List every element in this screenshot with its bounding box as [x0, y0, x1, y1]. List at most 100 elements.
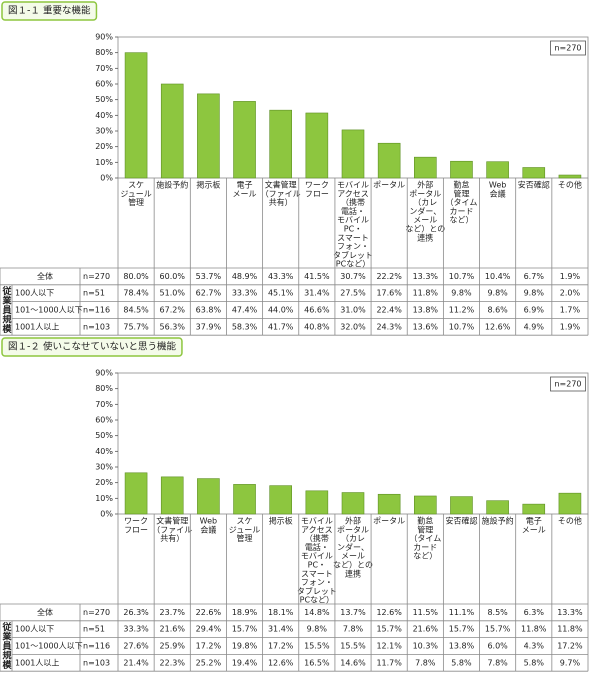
category-label: 掲示板 — [196, 180, 220, 190]
category-label: モバイル — [301, 517, 333, 526]
table-cell: 30.7% — [340, 272, 366, 281]
title-box — [1, 1, 98, 21]
table-cell: 14.6% — [340, 658, 366, 667]
category-label: 掲示板 — [269, 516, 293, 526]
row-label: 1001人以上 — [15, 658, 59, 667]
table-cell: 12.6% — [268, 658, 294, 667]
category-label: ポータル — [373, 517, 405, 526]
bar — [160, 476, 184, 515]
category-label: カード — [449, 207, 473, 216]
table-cell: 45.1% — [268, 289, 294, 298]
bar — [450, 496, 473, 515]
table-cell: 15.7% — [485, 625, 511, 634]
category-label: タブレット — [297, 586, 337, 596]
table-cell: 17.2% — [196, 642, 222, 651]
bar — [486, 500, 509, 515]
category-label: （携帯 — [305, 533, 329, 543]
table-cell: 27.5% — [340, 289, 366, 298]
category-label: モバイル — [337, 181, 369, 190]
table-cell: 6.0% — [487, 642, 508, 651]
category-label: 電話・ — [305, 542, 329, 552]
table-cell: 78.4% — [123, 289, 149, 298]
table-cell: 6.3% — [524, 608, 545, 617]
table-cell: 22.6% — [196, 608, 222, 617]
category-label: ワーク — [124, 517, 148, 526]
table-cell: 21.6% — [160, 625, 186, 634]
bar — [414, 495, 437, 515]
category-label: Web — [200, 517, 217, 526]
table-cell: 63.8% — [196, 306, 222, 315]
bar — [414, 156, 437, 179]
bar — [233, 101, 256, 179]
table-cell: 13.6% — [413, 322, 439, 331]
table-cell: 7.8% — [487, 658, 508, 667]
category-label: （ファイル — [261, 189, 301, 198]
chart-title: 図１-２ 使いこなせていないと思う機能 — [8, 341, 176, 353]
bar — [233, 484, 256, 515]
bar — [377, 493, 401, 515]
table-cell: 17.2% — [557, 642, 583, 651]
category-label: メール — [233, 189, 257, 198]
sample-box — [550, 40, 586, 56]
table-cell: 10.7% — [449, 272, 475, 281]
sample-box — [550, 376, 586, 392]
category-label: （カレ — [341, 534, 365, 543]
table-cell: 15.7% — [376, 625, 402, 634]
category-label: 文書管理 — [156, 516, 188, 526]
table-cell: 5.8% — [451, 658, 472, 667]
category-label: など）との — [333, 561, 373, 570]
table-cell: 6.7% — [524, 272, 545, 281]
table-cell: 25.2% — [196, 658, 222, 667]
table-cell: 11.5% — [413, 608, 439, 617]
category-label: 管理 — [128, 197, 144, 207]
table-cell: 4.3% — [524, 642, 545, 651]
table-cell: 13.3% — [413, 272, 439, 281]
table-cell: 26.3% — [123, 608, 149, 617]
category-label: フォン・ — [337, 242, 369, 251]
category-label: フロー — [124, 525, 148, 534]
category-label: 安否確認 — [518, 180, 550, 190]
table-cell: 5.8% — [524, 658, 545, 667]
table-cell: 14.8% — [304, 608, 330, 617]
y-tick-label: 70% — [95, 64, 113, 73]
table-cell: 18.1% — [268, 608, 294, 617]
chart-title: 図１-１ 重要な機能 — [8, 5, 91, 17]
category-label: メール — [341, 552, 365, 561]
y-tick-label: 40% — [95, 111, 113, 120]
bar — [558, 174, 582, 179]
category-label: など） — [413, 552, 437, 561]
y-tick-label: 10% — [95, 158, 113, 167]
table-cell: 12.6% — [485, 322, 511, 331]
table-cell: 11.7% — [376, 658, 402, 667]
table-cell: 47.4% — [232, 306, 258, 315]
table-cell: 11.2% — [449, 306, 475, 315]
category-label: 安否確認 — [445, 516, 477, 526]
group-label: 従業員規模 — [1, 285, 13, 334]
category-label: 管理 — [417, 524, 433, 534]
table-cell: 9.8% — [307, 625, 328, 634]
table-cell: 60.0% — [160, 272, 186, 281]
row-n: n=116 — [83, 306, 110, 315]
row-label: 100人以下 — [15, 289, 54, 298]
category-label: タブレット — [333, 250, 373, 260]
bar — [124, 472, 148, 515]
table-cell: 13.8% — [413, 306, 439, 315]
row-n: n=51 — [83, 625, 105, 634]
table-cell: 21.6% — [413, 625, 439, 634]
table-cell: 31.4% — [268, 625, 294, 634]
category-label: （ファイル — [152, 525, 192, 534]
table-cell: 29.4% — [196, 625, 222, 634]
table-cell: 11.8% — [413, 289, 439, 298]
table-cell: 75.7% — [123, 322, 149, 331]
bar — [341, 129, 365, 179]
y-tick-label: 20% — [95, 478, 113, 487]
row-n: n=103 — [83, 658, 110, 667]
y-tick-label: 80% — [95, 384, 113, 393]
category-label: 勤怠 — [453, 180, 469, 190]
table-cell: 41.5% — [304, 272, 330, 281]
category-label: メール — [522, 525, 546, 534]
row-n: n=116 — [83, 642, 110, 651]
bar — [160, 83, 184, 179]
table-cell: 46.6% — [304, 306, 330, 315]
